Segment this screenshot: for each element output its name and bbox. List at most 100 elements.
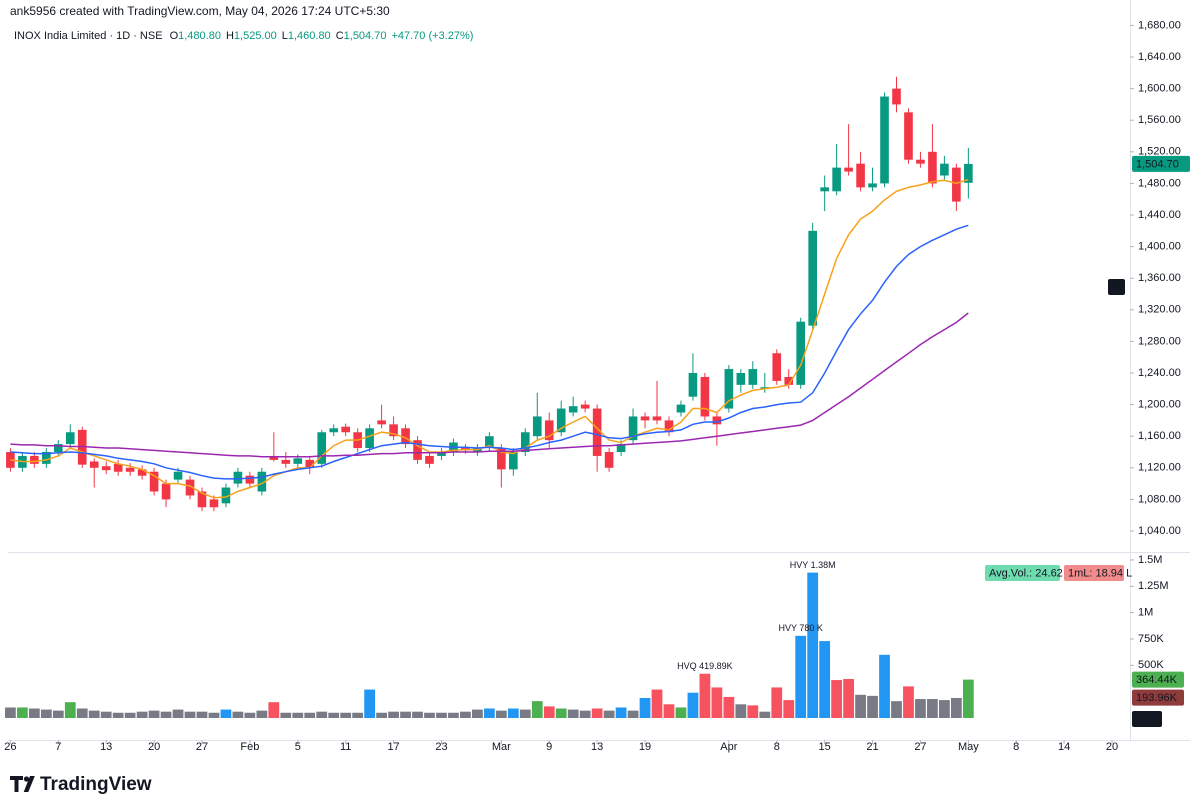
volume-bar <box>64 702 76 718</box>
volume-bar <box>5 707 16 718</box>
candle-body <box>89 461 99 468</box>
candle-body <box>257 471 267 492</box>
volume-bar <box>819 641 831 718</box>
candle-body <box>233 471 243 484</box>
candle-body <box>317 432 327 464</box>
legend-key: H <box>226 30 234 42</box>
volume-annotation: HVQ 419.89K <box>677 661 733 671</box>
candle-body <box>209 499 219 508</box>
volume-bar <box>40 709 52 718</box>
candle-body <box>724 369 734 409</box>
volume-bar <box>771 687 783 718</box>
candle-body <box>365 428 374 449</box>
symbol: INOX India Limited · 1D · NSE <box>14 30 163 42</box>
legend-change: +47.70 (+3.27%) <box>391 30 473 42</box>
volume-bar <box>424 712 435 718</box>
candle-body <box>844 167 853 172</box>
candle-body <box>329 428 339 433</box>
candle-body <box>377 420 386 425</box>
volume-bar <box>711 687 723 718</box>
price-badge-box <box>1108 279 1125 295</box>
volume-bar <box>495 710 507 718</box>
x-tick-label: Feb <box>240 741 259 753</box>
volume-annotation: HVY 1.38M <box>790 560 836 570</box>
y-tick-label: 1,400.00 <box>1138 241 1181 253</box>
candle-body <box>688 373 698 397</box>
volume-bar <box>340 712 352 718</box>
volume-bar <box>148 710 160 718</box>
x-tick-label: 27 <box>196 741 208 753</box>
candle-body <box>772 353 782 381</box>
x-tick-label: 13 <box>100 741 112 753</box>
volume-bar <box>651 689 663 718</box>
legend-key: L <box>282 30 288 42</box>
candle-body <box>676 404 686 413</box>
volume-bar <box>208 712 220 718</box>
volume-bar <box>184 711 196 718</box>
volume-bar <box>472 709 483 718</box>
volume-bar <box>723 696 735 718</box>
y-tick-label: 500K <box>1138 659 1164 671</box>
candle-body <box>401 428 410 445</box>
volume-bar <box>28 708 40 718</box>
volume-bar <box>531 701 543 718</box>
volume-bar <box>543 706 555 718</box>
candle-body <box>820 187 829 192</box>
candle-body <box>305 459 315 468</box>
y-tick-label: 1,560.00 <box>1138 114 1181 126</box>
candle-body <box>640 416 650 421</box>
candle-body <box>149 471 159 492</box>
volume-last-box <box>1132 671 1184 688</box>
y-tick-label: 1,080.00 <box>1138 493 1181 505</box>
volume-annotation: HVY 780 K <box>779 623 823 633</box>
last-price-box <box>1132 155 1190 172</box>
y-tick-label: 1,520.00 <box>1138 146 1181 158</box>
y-tick-label: 1,360.00 <box>1138 272 1181 284</box>
liquidity-box <box>1064 565 1124 581</box>
x-tick-label: 8 <box>1013 741 1019 753</box>
candle-body <box>425 455 434 464</box>
y-tick-label: 1.5M <box>1138 554 1162 566</box>
volume-bar <box>316 711 328 718</box>
credit: ank5956 created with TradingView.com, Ma… <box>10 4 390 18</box>
volume-bar <box>555 708 567 718</box>
volume-bar <box>16 707 28 718</box>
volume-bar <box>280 712 292 718</box>
candle-body <box>30 455 39 464</box>
candle-body <box>77 429 87 465</box>
legend-value: 1,504.70 <box>344 30 387 42</box>
volume-bar <box>615 707 627 718</box>
candle-body <box>616 444 626 452</box>
x-tick-label: 20 <box>1106 741 1118 753</box>
x-tick-label: Mar <box>492 741 511 753</box>
candle-body <box>604 451 614 468</box>
volume-bar <box>507 708 519 718</box>
candle-body <box>221 487 231 504</box>
price-badge: 20 <box>1112 281 1124 293</box>
avg-vol-box <box>985 565 1060 581</box>
x-tick-label: Apr <box>720 741 737 753</box>
x-tick-label: 27 <box>914 741 926 753</box>
candle-body <box>856 163 865 188</box>
volume-bar <box>639 697 651 718</box>
x-tick-label: 20 <box>148 741 160 753</box>
candle-body <box>628 416 638 441</box>
candle-body <box>712 416 722 425</box>
candle-body <box>592 408 602 456</box>
volume-bar <box>220 709 232 718</box>
legend-key: C <box>336 30 344 42</box>
volume-bar <box>160 711 172 718</box>
candle-body <box>652 416 662 421</box>
x-tick-label: 9 <box>546 741 552 753</box>
candle-body <box>532 416 542 437</box>
candle-body <box>568 406 578 413</box>
volume-bar <box>663 704 675 718</box>
candle-body <box>928 151 937 184</box>
x-tick-label: 8 <box>774 741 780 753</box>
candle-body <box>868 183 877 188</box>
volume-bar <box>304 712 316 718</box>
volume-bar <box>196 711 208 718</box>
volume-bar <box>950 697 962 718</box>
volume-bar <box>843 679 854 718</box>
